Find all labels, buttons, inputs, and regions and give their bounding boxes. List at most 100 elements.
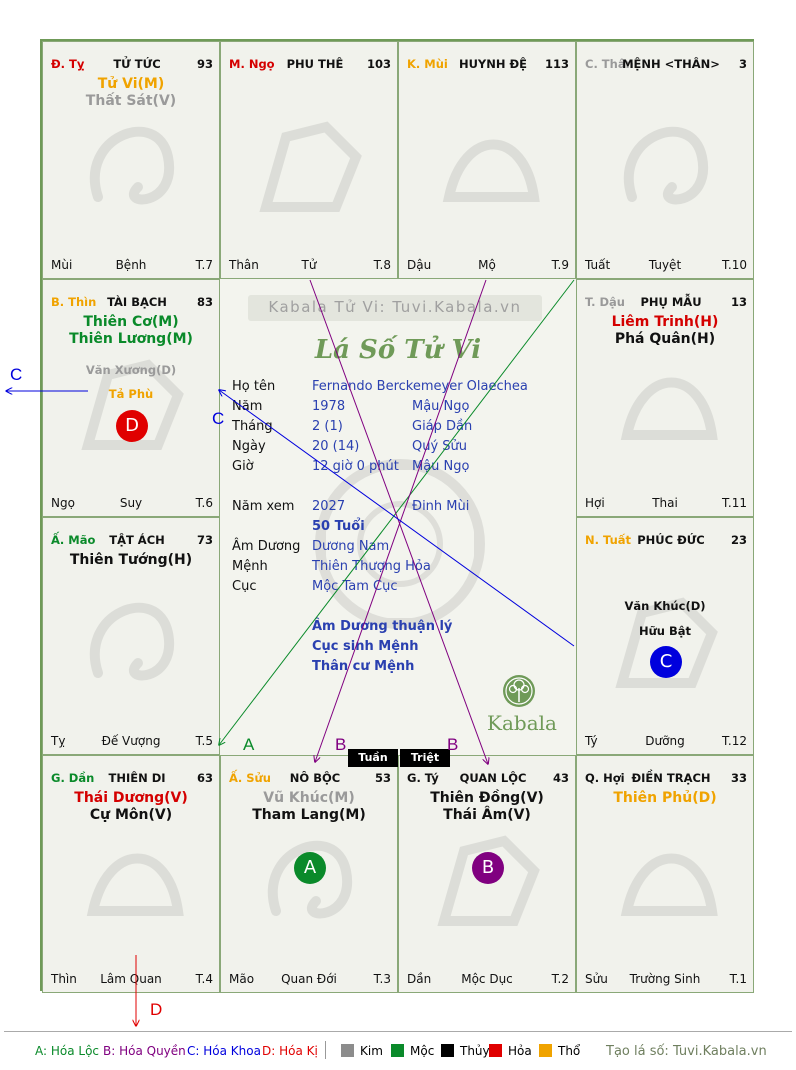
palace-month: T.11: [722, 496, 747, 510]
legend-hoa-loc: A: Hóa Lộc: [35, 1044, 100, 1058]
element-name: Kim: [360, 1044, 383, 1058]
zodiac-animal-watermark-icon: [86, 853, 184, 916]
tuan-tag: Tuần: [348, 749, 398, 767]
star-list: Tử Vi(M) Thất Sát(V): [43, 76, 219, 110]
major-star: Thất Sát(V): [85, 93, 177, 109]
palace-mao: Ấ. Mão TẬT ÁCH 73 Thiên Tướng(H) Tỵ Đế Vượng T…: [42, 517, 220, 755]
legend-element-0: Kim: [341, 1044, 383, 1058]
info-value: 20 (14): [312, 439, 360, 454]
horoscope-chart: Đ. Tỵ TỬ TỨC 93 Tử Vi(M) Thất Sát(V) Mùi Bệnh T…: [40, 39, 754, 993]
palace-stage: Mộc Dục: [461, 972, 513, 986]
triet-tag: Triệt: [400, 749, 450, 767]
palace-stage: Đế Vượng: [101, 734, 161, 748]
spacer: [577, 552, 753, 598]
palace-age-count: 53: [374, 771, 391, 785]
legend: A: Hóa Lộc B: Hóa Quyền C: Hóa Khoa D: H…: [0, 1030, 796, 1070]
site-banner: Kabala Tử Vi: Tuvi.Kabala.vn: [268, 298, 522, 316]
palace-month: T.7: [195, 258, 213, 272]
palace-title: QUAN LỘC: [459, 771, 527, 785]
info-value: Âm Dương thuận lý: [312, 619, 453, 634]
zodiac-animal-watermark-icon: [89, 602, 175, 681]
legend-element-3: Hỏa: [489, 1044, 532, 1058]
palace-branch: Thân: [229, 258, 259, 272]
legend-element-4: Thổ: [539, 1044, 580, 1058]
zodiac-animal-watermark-icon: [267, 840, 353, 919]
palace-title: TẬT ÁCH: [109, 533, 165, 547]
info-label: Năm: [232, 399, 263, 414]
major-star: Tử Vi(M): [97, 76, 165, 92]
element-color-swatch: [341, 1044, 354, 1057]
palace-age-count: 43: [552, 771, 569, 785]
info-label: Giờ: [232, 459, 254, 474]
info-value: Thiên Thượng Hỏa: [312, 559, 431, 574]
info-value: Mộc Tam Cục: [312, 579, 398, 594]
palace-month: T.12: [722, 734, 747, 748]
palace-title: PHỤ MẪU: [640, 295, 702, 309]
element-color-swatch: [441, 1044, 454, 1057]
element-name: Thủy: [460, 1044, 490, 1058]
info-label: Tháng: [232, 419, 273, 434]
palace-branch: Sửu: [585, 972, 608, 986]
info-value: Cục sinh Mệnh: [312, 639, 419, 654]
info-value-can-chi: Quý Sửu: [412, 439, 468, 454]
palace-title: PHU THÊ: [286, 57, 344, 71]
palace-stage: Suy: [119, 496, 143, 510]
minor-star: Tả Phù: [108, 387, 154, 401]
palace-stage: Tuyệt: [648, 258, 682, 272]
element-color-swatch: [539, 1044, 552, 1057]
info-label: Năm xem: [232, 499, 295, 514]
palace-branch: Hợi: [585, 496, 605, 510]
zodiac-animal-watermark-icon: [623, 126, 709, 205]
palace-stem-branch: Đ. Tỵ: [51, 57, 85, 71]
palace-stage: Bệnh: [115, 258, 147, 272]
palace-stem-branch: G. Tý: [407, 771, 439, 785]
palace-month: T.2: [551, 972, 569, 986]
info-value: 2 (1): [312, 419, 343, 434]
major-star: Thiên Phủ(D): [613, 790, 717, 806]
palace-title: THIÊN DI: [108, 771, 166, 785]
info-value-can-chi: Mậu Ngọ: [412, 399, 470, 414]
palace-month: T.9: [551, 258, 569, 272]
element-color-swatch: [489, 1044, 502, 1057]
palace-stem-branch: N. Tuất: [585, 533, 632, 547]
info-label: Họ tên: [232, 379, 276, 394]
birth-info: Họ tên Fernando Berckemeyer Olaechea Năm 19…: [232, 379, 572, 709]
info-value: 50 Tuổi: [312, 519, 365, 534]
minor-star: Văn Xương(D): [85, 363, 177, 377]
palace-branch: Dần: [407, 972, 432, 986]
palace-stage: Lâm Quan: [100, 972, 162, 986]
palace-stage: Quan Đới: [281, 972, 337, 986]
palace-month: T.5: [195, 734, 213, 748]
major-star: Thái Dương(V): [74, 790, 188, 806]
major-star: Liêm Trinh(H): [611, 314, 719, 330]
palace-stem-branch: T. Dậu: [585, 295, 625, 309]
palace-age-count: 33: [730, 771, 747, 785]
info-value: Dương Nam: [312, 539, 390, 554]
tree-logo-icon: [503, 675, 535, 707]
info-value: Fernando Berckemeyer Olaechea: [312, 379, 528, 394]
element-color-swatch: [391, 1044, 404, 1057]
palace-stem-branch: M. Ngọ: [229, 57, 275, 71]
palace-stage: Mộ: [478, 258, 496, 272]
zodiac-animal-watermark-icon: [615, 597, 718, 688]
zodiac-animal-watermark-icon: [437, 835, 540, 926]
palace-month: T.1: [729, 972, 747, 986]
palace-title: PHÚC ĐỨC: [637, 533, 705, 547]
palace-stage: Trường Sinh: [629, 972, 701, 986]
palace-branch: Tý: [585, 734, 598, 748]
zodiac-animal-watermark-icon: [442, 139, 540, 202]
legend-separator: [325, 1041, 326, 1059]
star-list: Thái Dương(V) Cự Môn(V): [43, 790, 219, 824]
palace-title: TỬ TỨC: [113, 57, 161, 71]
star-list: Thiên Phủ(D): [577, 790, 753, 807]
major-star: Thiên Cơ(M): [83, 314, 179, 330]
major-star: Vũ Khúc(M): [263, 790, 355, 806]
legend-credit: Tạo lá số: Tuvi.Kabala.vn: [606, 1044, 767, 1059]
element-name: Mộc: [410, 1044, 435, 1058]
palace-stem-branch: B. Thìn: [51, 295, 97, 309]
palace-branch: Thìn: [51, 972, 77, 986]
element-name: Thổ: [558, 1044, 581, 1058]
star-list: Thiên Đồng(V) Thái Âm(V): [399, 790, 575, 824]
palace-dan: G. Dần THIÊN DI 63 Thái Dương(V) Cự Môn(V) Th…: [42, 755, 220, 993]
star-list: Vũ Khúc(M) Tham Lang(M): [221, 790, 397, 824]
